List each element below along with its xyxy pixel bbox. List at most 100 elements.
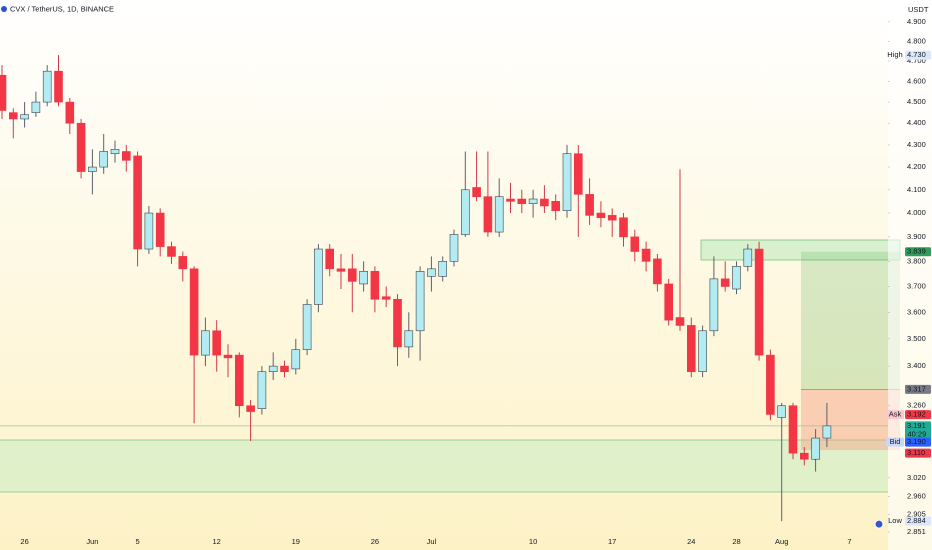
price-marker-label: 4.730 (907, 50, 926, 59)
x-tick-label: 5 (136, 537, 140, 546)
candle-body (540, 198, 549, 207)
candle-body (766, 354, 775, 415)
price-marker-name: Low (888, 516, 902, 525)
candle-body (144, 212, 154, 250)
price-marker-name-box (886, 410, 904, 420)
candle-body (799, 452, 809, 460)
price-marker-name: Ask (889, 410, 902, 419)
candle-body (88, 166, 97, 172)
currency-label: USDT (908, 5, 929, 14)
x-tick-label: Jul (427, 537, 437, 546)
drawings (0, 239, 901, 493)
candle-body (291, 349, 301, 370)
candle-body (427, 268, 436, 277)
candle-body (314, 248, 323, 305)
candle-body (641, 248, 651, 262)
price-marker-box (905, 410, 931, 420)
price-marker-box (905, 421, 931, 440)
y-tick-label: 4.300 (907, 140, 926, 149)
candle-body (201, 330, 210, 356)
candle-body (404, 330, 414, 348)
candle-body (506, 198, 515, 202)
price-marker-box (905, 50, 931, 60)
candle-body (178, 256, 188, 270)
candle-body (472, 187, 481, 197)
candle-body (20, 114, 29, 120)
candle-body (438, 261, 448, 277)
candle-body (99, 151, 108, 168)
y-tick-label: 2.905 (907, 509, 926, 518)
candle-body (585, 194, 594, 216)
y-tick-label: 3.020 (907, 473, 926, 482)
price-marker-name-box (886, 437, 904, 447)
y-tick-label: 4.600 (907, 76, 926, 85)
candle-body (155, 212, 165, 247)
candle-body (381, 296, 391, 300)
candle-body (302, 304, 312, 350)
price-marker-box (905, 437, 931, 447)
candle-body (754, 248, 764, 356)
candle-body (42, 70, 52, 103)
price-marker-label: 3.190 (907, 437, 926, 446)
candle-body (449, 234, 459, 262)
candle-body (811, 437, 820, 460)
price-axis-bg (888, 0, 932, 550)
position-profit (801, 251, 900, 390)
candle-body (268, 365, 278, 372)
candle-body (257, 371, 267, 409)
x-tick-label: Aug (775, 537, 788, 546)
candle-body (619, 217, 628, 238)
x-tick-label: 7 (847, 537, 851, 546)
candle-body (9, 112, 18, 120)
price-marker-label: 3.192 (907, 410, 926, 419)
price-marker-box (905, 247, 931, 257)
candle-body (325, 248, 335, 270)
price-marker-name: High (887, 50, 902, 59)
candle-body (359, 271, 368, 285)
x-tick-label: Jun (86, 537, 98, 546)
candle-body (370, 271, 380, 300)
candle-body (743, 248, 753, 267)
candle-body (528, 198, 538, 204)
candle-body (698, 330, 707, 372)
candle-body (720, 278, 730, 287)
candle-body (494, 196, 504, 233)
candle-body (777, 405, 787, 418)
support-zone (0, 440, 888, 492)
y-tick-label: 3.260 (907, 401, 926, 410)
y-tick-label: 3.700 (907, 281, 926, 290)
symbol-logo (1, 6, 7, 12)
price-marker-label: 3.110 (907, 448, 925, 457)
price-marker-name: Bid (890, 437, 901, 446)
x-tick-label: 19 (292, 537, 300, 546)
x-tick-label: 26 (371, 537, 379, 546)
y-tick-label: 4.400 (907, 118, 926, 127)
x-tick-label: 12 (213, 537, 221, 546)
y-tick-label: 3.500 (907, 334, 926, 343)
y-tick-label: 4.000 (907, 208, 926, 217)
candle-body (133, 155, 142, 250)
candle-body (653, 258, 662, 285)
candle-body (675, 317, 685, 326)
y-tick-label: 4.900 (907, 17, 926, 26)
y-tick-label: 4.100 (907, 185, 926, 194)
candle-body (65, 101, 75, 124)
price-countdown: 40:29 (908, 429, 927, 438)
candle-body (573, 153, 583, 195)
candle-body (54, 70, 63, 103)
y-tick-label: 4.800 (907, 36, 926, 45)
candle-body (517, 198, 527, 204)
candle-body (460, 189, 470, 235)
candle-body (393, 298, 402, 348)
y-tick-label: 3.900 (907, 232, 926, 241)
candle-body (664, 283, 674, 321)
y-tick-label: 2.960 (907, 492, 926, 501)
chart-title: CVX / TetherUS, 1D, BINANCE (10, 4, 114, 13)
candle-body (630, 236, 640, 252)
x-tick-label: 26 (20, 537, 28, 546)
candle-body (788, 405, 798, 454)
price-marker-label: 3.191 (907, 421, 926, 430)
y-tick-label: 4.500 (907, 97, 926, 106)
